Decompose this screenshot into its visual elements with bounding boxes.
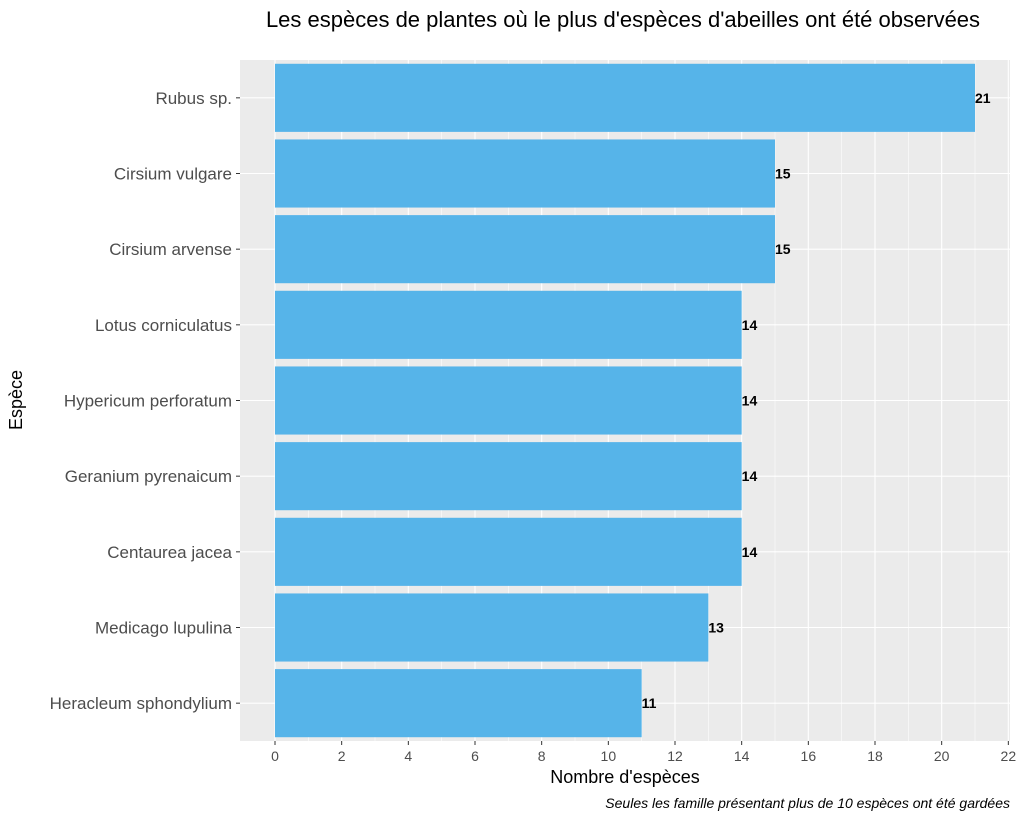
x-tick-label: 22 [1001,748,1017,764]
x-axis-title: Nombre d'espèces [550,767,700,787]
y-axis-title: Espèce [6,370,26,430]
bar [275,366,742,435]
data-labels: 21 15 15 14 14 14 14 13 11 [642,90,991,711]
y-tick-label: Geranium pyrenaicum [65,467,232,486]
chart-title: Les espèces de plantes où le plus d'espè… [266,7,980,32]
bar [275,290,742,359]
data-label: 14 [742,544,758,560]
y-tick-label: Medicago lupulina [95,619,233,638]
x-tick-label: 6 [471,748,479,764]
data-label: 11 [642,695,657,711]
bar [275,139,775,208]
x-tick-label: 16 [801,748,817,764]
bar [275,517,742,586]
x-axis: 0 2 4 6 8 10 12 14 16 18 20 22 [271,741,1016,764]
x-tick-label: 14 [734,748,750,764]
x-tick-label: 18 [867,748,883,764]
data-label: 15 [775,166,791,182]
y-tick-label: Lotus corniculatus [95,316,232,335]
chart-caption: Seules les famille présentant plus de 10… [605,795,1010,811]
bar [275,669,642,738]
y-tick-label: Centaurea jacea [107,543,232,562]
x-tick-label: 10 [601,748,617,764]
data-label: 13 [708,620,724,636]
data-label: 14 [742,317,758,333]
x-tick-label: 0 [271,748,279,764]
x-tick-label: 2 [338,748,346,764]
bar [275,63,975,132]
x-tick-label: 4 [404,748,412,764]
data-label: 14 [742,468,758,484]
y-tick-label: Cirsium arvense [109,240,232,259]
x-tick-label: 20 [934,748,950,764]
data-label: 15 [775,241,791,257]
data-label: 21 [975,90,991,106]
bar [275,442,742,511]
bars [275,63,975,738]
y-tick-label: Heracleum sphondylium [50,694,232,713]
data-label: 14 [742,393,758,409]
x-tick-label: 12 [667,748,683,764]
bar [275,593,709,662]
y-axis: Rubus sp. Cirsium vulgare Cirsium arvense L… [50,89,240,713]
y-tick-label: Rubus sp. [155,89,232,108]
x-tick-label: 8 [538,748,546,764]
bar [275,215,775,284]
y-tick-label: Cirsium vulgare [114,165,232,184]
y-tick-label: Hypericum perforatum [64,392,232,411]
